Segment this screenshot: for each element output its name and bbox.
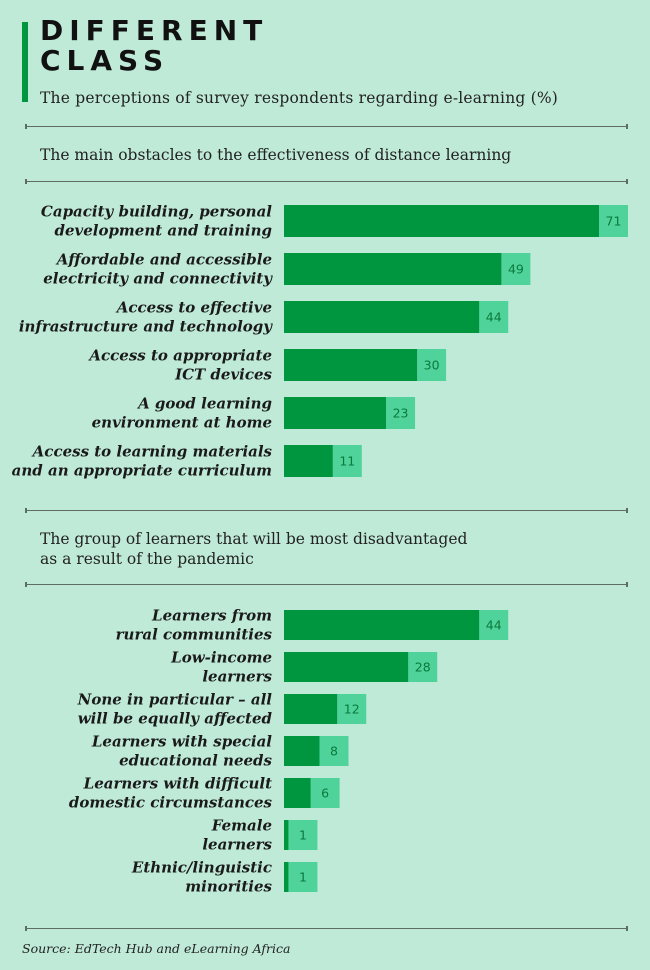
obstacle-value-label: 11 bbox=[339, 454, 355, 469]
learner-group-bar bbox=[284, 820, 289, 850]
learner-group-category-label: Learners with special educational needs bbox=[91, 733, 273, 770]
obstacle-value-box bbox=[501, 253, 531, 285]
learner-group-bar bbox=[284, 862, 289, 892]
learner-group-category-label: Ethnic/linguistic minorities bbox=[131, 859, 273, 896]
obstacle-bar bbox=[284, 397, 387, 429]
learner-group-value-box bbox=[288, 862, 318, 892]
obstacle-category-label: Access to learning materials and an appro… bbox=[12, 443, 273, 480]
learner-group-bar bbox=[284, 610, 480, 640]
learner-group-value-label: 6 bbox=[321, 786, 329, 801]
learner-group-value-label: 12 bbox=[344, 702, 360, 717]
learner-group-value-box bbox=[319, 736, 349, 766]
obstacle-bar bbox=[284, 301, 480, 333]
section-heading-obstacles: The main obstacles to the effectiveness … bbox=[40, 146, 512, 164]
learner-group-bar bbox=[284, 736, 320, 766]
obstacle-bar bbox=[284, 349, 418, 381]
learner-group-bar bbox=[284, 778, 311, 808]
obstacle-bar bbox=[284, 253, 502, 285]
obstacle-value-label: 30 bbox=[424, 358, 440, 373]
obstacle-value-box bbox=[332, 445, 362, 477]
source-note: Source: EdTech Hub and eLearning Africa bbox=[22, 941, 291, 956]
learner-group-category-label: Learners with difficult domestic circumst… bbox=[69, 775, 273, 812]
learner-group-bar bbox=[284, 652, 409, 682]
obstacle-value-box bbox=[599, 205, 628, 237]
obstacle-category-label: Capacity building, personal development a… bbox=[41, 203, 272, 240]
divider bbox=[25, 926, 628, 931]
obstacle-category-label: Affordable and accessible electricity and… bbox=[43, 251, 273, 288]
learner-group-value-box bbox=[337, 694, 367, 724]
obstacle-value-box bbox=[386, 397, 416, 429]
learner-group-category-label: None in particular – all will be equally … bbox=[77, 691, 273, 728]
obstacle-bar bbox=[284, 205, 599, 237]
obstacle-value-label: 23 bbox=[393, 406, 409, 421]
disadvantaged-bar-chart: 44 Learners from rural communities 28 Low-in… bbox=[0, 607, 650, 905]
obstacle-category-label: Access to appropriate ICT devices bbox=[87, 347, 272, 384]
learner-group-value-box bbox=[479, 610, 509, 640]
obstacle-value-label: 71 bbox=[606, 214, 622, 229]
divider bbox=[25, 124, 628, 129]
title-accent-bar bbox=[22, 22, 28, 102]
learner-group-value-label: 8 bbox=[330, 744, 338, 759]
chart-title: DIFFERENT CLASS bbox=[40, 14, 269, 77]
learner-group-value-box bbox=[288, 820, 318, 850]
divider bbox=[25, 582, 628, 587]
learner-group-category-label: Female learners bbox=[202, 817, 272, 854]
learner-group-bar bbox=[284, 694, 338, 724]
learner-group-value-label: 28 bbox=[415, 660, 431, 675]
learner-group-value-label: 1 bbox=[299, 870, 307, 885]
obstacles-bar-chart: 71 Capacity building, personal development… bbox=[0, 203, 650, 490]
divider bbox=[25, 179, 628, 184]
obstacle-category-label: A good learning environment at home bbox=[92, 395, 272, 432]
learner-group-value-box bbox=[310, 778, 340, 808]
chart-subtitle: The perceptions of survey respondents re… bbox=[40, 89, 559, 107]
divider bbox=[25, 508, 628, 513]
learner-group-value-label: 44 bbox=[486, 618, 502, 633]
section-heading-disadvantaged: The group of learners that will be most … bbox=[40, 530, 468, 568]
learner-group-value-label: 1 bbox=[299, 828, 307, 843]
obstacle-category-label: Access to effective infrastructure and te… bbox=[19, 299, 273, 336]
learner-group-category-label: Learners from rural communities bbox=[116, 607, 273, 644]
obstacle-bar bbox=[284, 445, 333, 477]
learner-group-value-box bbox=[408, 652, 438, 682]
obstacle-value-label: 44 bbox=[486, 310, 502, 325]
learner-group-category-label: Low-income learners bbox=[170, 649, 272, 686]
obstacle-value-box bbox=[479, 301, 509, 333]
obstacle-value-box bbox=[417, 349, 447, 381]
obstacle-value-label: 49 bbox=[508, 262, 524, 277]
